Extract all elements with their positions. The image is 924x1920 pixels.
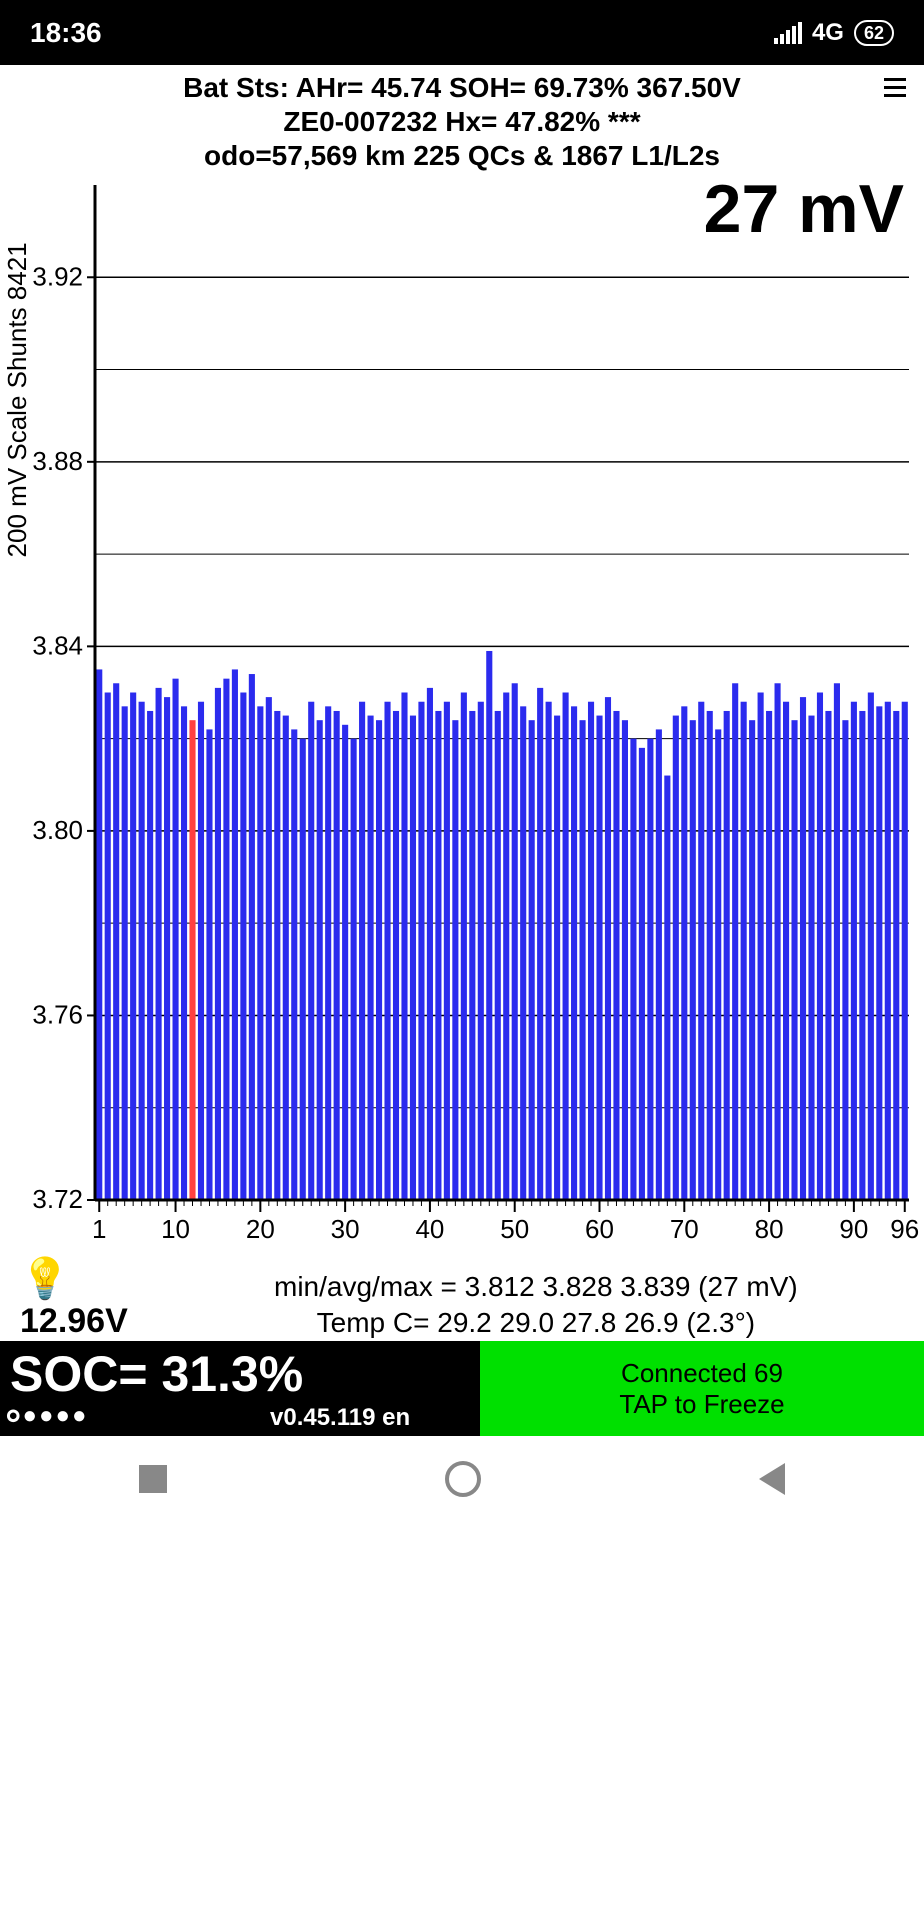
svg-text:3.88: 3.88 bbox=[32, 446, 83, 476]
svg-text:1: 1 bbox=[92, 1214, 106, 1244]
bulb-and-voltage: 💡 12.96V bbox=[20, 1255, 128, 1341]
nav-recent-icon[interactable] bbox=[139, 1465, 167, 1493]
aux-voltage: 12.96V bbox=[20, 1302, 128, 1341]
svg-text:40: 40 bbox=[415, 1214, 444, 1244]
svg-text:3.92: 3.92 bbox=[32, 261, 83, 291]
android-status-bar: 18:36 4G 62 bbox=[0, 0, 924, 65]
connection-panel[interactable]: Connected 69 TAP to Freeze bbox=[480, 1341, 924, 1436]
below-chart-left: 💡 12.96V min/avg/max = 3.812 3.828 3.839… bbox=[0, 1255, 924, 1341]
svg-text:90: 90 bbox=[839, 1214, 868, 1244]
svg-text:50: 50 bbox=[500, 1214, 529, 1244]
svg-text:30: 30 bbox=[331, 1214, 360, 1244]
svg-text:20: 20 bbox=[246, 1214, 275, 1244]
svg-text:70: 70 bbox=[670, 1214, 699, 1244]
svg-text:10: 10 bbox=[161, 1214, 190, 1244]
status-right: 4G 62 bbox=[774, 19, 894, 47]
nav-back-icon[interactable] bbox=[759, 1463, 785, 1495]
header-line-2: ZE0-007232 Hx= 47.82% *** bbox=[0, 105, 924, 139]
temp-readings: Temp C= 29.2 29.0 27.8 26.9 (2.3°) bbox=[148, 1305, 924, 1341]
version-label: v0.45.119 en bbox=[270, 1404, 410, 1432]
svg-text:3.80: 3.80 bbox=[32, 815, 83, 845]
battery-pill: 62 bbox=[854, 20, 894, 46]
chart-svg: 3.72 3.76 3.80 3.84 3.88 3.92 1 10 20 30 40 50 60 70 8… bbox=[0, 175, 924, 1255]
svg-text:3.72: 3.72 bbox=[32, 1184, 83, 1214]
svg-text:96: 96 bbox=[890, 1214, 919, 1244]
svg-text:3.84: 3.84 bbox=[32, 630, 83, 660]
min-avg-max: min/avg/max = 3.812 3.828 3.839 (27 mV) bbox=[148, 1269, 924, 1305]
below-chart-stats: min/avg/max = 3.812 3.828 3.839 (27 mV) … bbox=[148, 1269, 924, 1341]
connection-status: Connected 69 bbox=[621, 1358, 783, 1389]
svg-text:60: 60 bbox=[585, 1214, 614, 1244]
network-type: 4G bbox=[812, 19, 844, 47]
tap-to-freeze: TAP to Freeze bbox=[619, 1389, 784, 1420]
bottom-bar: SOC= 31.3% ○●●●● v0.45.119 en Connected … bbox=[0, 1341, 924, 1436]
soc-panel[interactable]: SOC= 31.3% ○●●●● v0.45.119 en bbox=[0, 1341, 480, 1436]
soc-value: SOC= 31.3% bbox=[10, 1345, 470, 1403]
battery-stats-header: Bat Sts: AHr= 45.74 SOH= 69.73% 367.50V … bbox=[0, 65, 924, 175]
status-time: 18:36 bbox=[30, 17, 774, 49]
signal-icon bbox=[774, 22, 802, 44]
page-dots: ○●●●● bbox=[6, 1402, 88, 1430]
svg-text:3.76: 3.76 bbox=[32, 999, 83, 1029]
nav-home-icon[interactable] bbox=[445, 1461, 481, 1497]
header-line-3: odo=57,569 km 225 QCs & 1867 L1/L2s bbox=[0, 139, 924, 173]
cell-voltage-chart[interactable]: 200 mV Scale Shunts 8421 27 mV 3.723.763… bbox=[0, 175, 924, 1255]
bulb-icon: 💡 bbox=[20, 1255, 128, 1302]
android-nav-bar bbox=[0, 1436, 924, 1521]
menu-icon[interactable] bbox=[884, 73, 906, 102]
svg-text:80: 80 bbox=[755, 1214, 784, 1244]
header-line-1: Bat Sts: AHr= 45.74 SOH= 69.73% 367.50V bbox=[0, 71, 924, 105]
chart-y-axis-label: 200 mV Scale Shunts 8421 bbox=[2, 242, 33, 557]
chart-delta-mv: 27 mV bbox=[704, 170, 904, 248]
